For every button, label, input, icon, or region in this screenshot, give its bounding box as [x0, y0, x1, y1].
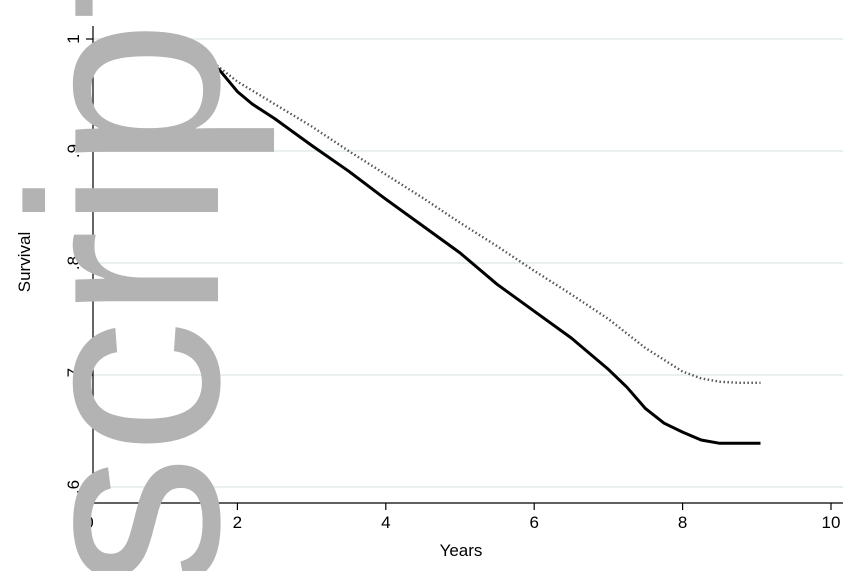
- x-tick-label-2: 4: [381, 513, 390, 532]
- x-tick-label-0: 0: [84, 513, 93, 532]
- y-tick-label-3: .9: [64, 144, 83, 158]
- series-layer: [107, 37, 761, 445]
- grid-layer: [93, 38, 843, 488]
- x-tick-label-5: 10: [822, 513, 841, 532]
- y-tick-label-1: .7: [64, 368, 83, 382]
- x-tick-label-3: 6: [529, 513, 538, 532]
- series-line-1: [107, 37, 761, 384]
- x-axis-title: Years: [440, 541, 483, 560]
- watermark-text: script: [0, 0, 277, 571]
- x-tick-label-4: 8: [678, 513, 687, 532]
- y-axis-title: Survival: [15, 232, 34, 292]
- y-tick-label-0: .6: [64, 480, 83, 494]
- x-tick-label-1: 2: [233, 513, 242, 532]
- series-line-0: [107, 37, 761, 445]
- y-tick-label-4: 1: [64, 34, 83, 43]
- y-tick-label-2: .8: [64, 256, 83, 270]
- axis-layer: .6.7.8.910 2 4 6 8 10: [64, 26, 843, 532]
